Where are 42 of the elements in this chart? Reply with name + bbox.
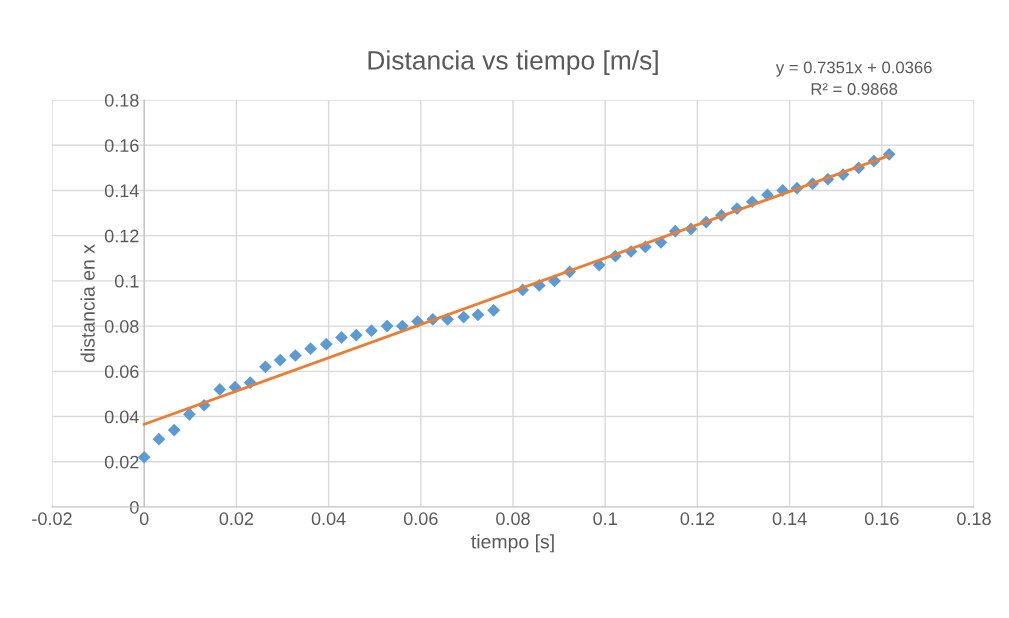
point bbox=[289, 349, 302, 362]
point bbox=[471, 308, 485, 322]
y-tick-label: 0 bbox=[130, 500, 139, 514]
y-tick-label: 0.08 bbox=[104, 320, 139, 333]
point bbox=[167, 423, 181, 437]
chart-title: Distancia vs tiempo [m/s] bbox=[368, 50, 658, 75]
x-tick-label: 0.02 bbox=[219, 512, 254, 526]
y-tick-label: 0.18 bbox=[104, 93, 139, 107]
point bbox=[137, 450, 151, 464]
x-tick-label: 0.16 bbox=[864, 512, 899, 526]
y-axis-title: distancia en x bbox=[80, 244, 95, 363]
x-tick-label: 0.1 bbox=[593, 512, 617, 526]
point bbox=[365, 324, 378, 337]
point bbox=[259, 360, 272, 374]
point bbox=[457, 310, 471, 324]
x-tick-label: 0 bbox=[139, 512, 149, 526]
point bbox=[349, 328, 363, 342]
point bbox=[183, 407, 196, 421]
x-tick-label: 0.04 bbox=[311, 512, 346, 526]
point bbox=[380, 319, 394, 333]
point bbox=[213, 383, 227, 396]
point bbox=[273, 353, 287, 367]
point bbox=[319, 337, 333, 351]
x-tick-label: 0.08 bbox=[496, 512, 530, 526]
y-tick-label: 0.04 bbox=[104, 410, 139, 424]
point bbox=[487, 303, 500, 317]
x-tick-label: 0.18 bbox=[957, 512, 991, 526]
y-tick-label: 0.12 bbox=[104, 229, 139, 243]
y-tick-label: 0.1 bbox=[114, 274, 139, 288]
x-axis-title: tiempo [s] bbox=[471, 534, 554, 553]
text: y = 0.7351x + 0.0366 R² = 0.9868 bbox=[775, 61, 932, 95]
point bbox=[335, 331, 348, 344]
x-tick-label: 0.14 bbox=[772, 512, 807, 526]
y-tick-label: 0.06 bbox=[104, 365, 139, 379]
point bbox=[304, 342, 317, 356]
x-tick-label: 0.12 bbox=[680, 512, 715, 526]
y-tick-label: 0.16 bbox=[104, 139, 139, 152]
x-tick-label: 0.06 bbox=[403, 512, 438, 526]
point bbox=[152, 432, 166, 446]
y-tick-label: 0.14 bbox=[104, 184, 139, 198]
x-tick-label: -0.02 bbox=[32, 512, 72, 526]
y-tick-label: 0.02 bbox=[104, 455, 139, 469]
